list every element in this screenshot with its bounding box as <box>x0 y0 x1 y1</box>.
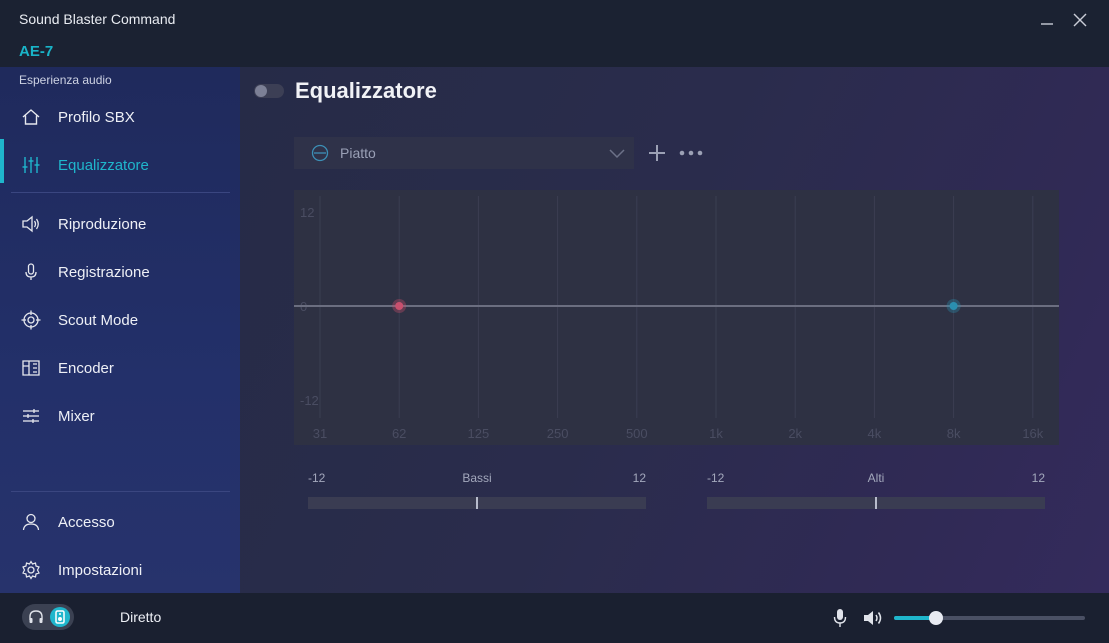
chevron-down-icon <box>609 149 625 159</box>
sidebar-item-label: Accesso <box>58 513 115 531</box>
sidebar-item-label: Registrazione <box>58 263 150 281</box>
main-panel: Equalizzatore Piatto 31 62 125 250 500 1k 2k 4k… <box>240 67 1109 593</box>
slider-min-label: -12 <box>707 471 725 485</box>
sidebar: Esperienza audio Profilo SBX Equalizzato… <box>0 67 240 593</box>
volume-fill <box>894 616 937 620</box>
sidebar-item-label: Impostazioni <box>58 561 143 579</box>
sidebar-item-label: Equalizzatore <box>58 156 149 174</box>
slider-max-label: 12 <box>632 471 646 485</box>
preset-dropdown[interactable]: Piatto <box>294 137 634 169</box>
minimize-icon[interactable] <box>1037 10 1057 30</box>
treble-slider-handle[interactable] <box>875 497 877 509</box>
divider <box>11 192 230 193</box>
x-tick-label: 8k <box>947 426 961 441</box>
slider-max-label: 12 <box>1031 471 1045 485</box>
user-icon <box>22 513 40 531</box>
title-bar: Sound Blaster Command AE-7 <box>0 0 1109 67</box>
equalizer-graph[interactable]: 31621252505001k2k4k8k16k120-12 <box>294 190 1059 445</box>
microphone-icon <box>25 263 37 280</box>
sidebar-item-scout-mode[interactable]: Scout Mode <box>0 298 240 342</box>
equalizer-icon <box>22 157 40 173</box>
sidebar-item-equalizzatore[interactable]: Equalizzatore <box>0 143 240 187</box>
home-icon <box>22 109 40 125</box>
volume-handle[interactable] <box>929 611 944 625</box>
preset-label: Piatto <box>340 145 376 161</box>
section-label: Esperienza audio <box>19 73 112 87</box>
x-tick-label: 125 <box>468 426 490 441</box>
y-tick-label: -12 <box>300 393 319 408</box>
x-tick-label: 31 <box>313 426 327 441</box>
x-tick-label: 62 <box>392 426 406 441</box>
crosshair-icon <box>21 310 41 330</box>
treble-control-point[interactable] <box>949 302 958 310</box>
mode-label: Diretto <box>120 609 162 625</box>
toggle-knob <box>255 85 267 97</box>
slider-name: Alti <box>867 471 885 485</box>
equalizer-curve: 31621252505001k2k4k8k16k120-12 <box>294 196 1059 441</box>
sidebar-item-label: Encoder <box>58 359 114 377</box>
bass-slider-handle[interactable] <box>476 497 478 509</box>
sidebar-item-registrazione[interactable]: Registrazione <box>0 250 240 294</box>
bass-control-point[interactable] <box>395 302 404 310</box>
bass-slider-group: -12 Bassi 12 <box>308 471 646 511</box>
mixer-icon <box>23 409 39 423</box>
speaker-output-icon <box>50 607 70 627</box>
page-title: Equalizzatore <box>295 78 437 103</box>
output-toggle[interactable] <box>22 604 74 630</box>
sidebar-item-label: Riproduzione <box>58 215 147 233</box>
close-icon[interactable] <box>1070 10 1090 30</box>
sidebar-item-impostazioni[interactable]: Impostazioni <box>0 548 240 592</box>
x-tick-label: 250 <box>547 426 569 441</box>
device-name[interactable]: AE-7 <box>19 43 54 60</box>
sidebar-item-label: Scout Mode <box>58 311 139 329</box>
slider-name: Bassi <box>462 471 492 485</box>
x-tick-label: 1k <box>709 426 723 441</box>
x-tick-label: 16k <box>1022 426 1043 441</box>
volume-icon[interactable] <box>863 609 885 627</box>
active-indicator <box>0 139 4 183</box>
add-preset-icon[interactable] <box>647 142 667 164</box>
sidebar-item-profilo-sbx[interactable]: Profilo SBX <box>0 95 240 139</box>
microphone-icon[interactable] <box>832 608 848 628</box>
sidebar-item-encoder[interactable]: Encoder <box>0 346 240 390</box>
headphones-icon <box>29 610 43 623</box>
speaker-icon <box>22 215 39 233</box>
equalizer-toggle[interactable] <box>254 84 284 98</box>
sidebar-item-accesso[interactable]: Accesso <box>0 500 240 544</box>
sidebar-item-mixer[interactable]: Mixer <box>0 394 240 438</box>
flat-preset-icon <box>311 144 329 162</box>
bottom-bar: Diretto <box>0 593 1109 643</box>
x-tick-label: 500 <box>626 426 648 441</box>
treble-slider-group: -12 Alti 12 <box>707 471 1045 511</box>
app-title: Sound Blaster Command <box>19 11 176 27</box>
x-tick-label: 4k <box>868 426 882 441</box>
more-options-icon[interactable] <box>678 144 706 162</box>
divider <box>11 491 230 492</box>
volume-slider[interactable] <box>894 611 1085 625</box>
slider-min-label: -12 <box>308 471 326 485</box>
sidebar-item-label: Mixer <box>58 407 95 425</box>
x-tick-label: 2k <box>788 426 802 441</box>
sidebar-item-riproduzione[interactable]: Riproduzione <box>0 202 240 246</box>
sidebar-item-label: Profilo SBX <box>58 108 135 126</box>
y-tick-label: 12 <box>300 205 314 220</box>
encoder-icon <box>22 360 40 376</box>
gear-icon <box>22 560 40 580</box>
